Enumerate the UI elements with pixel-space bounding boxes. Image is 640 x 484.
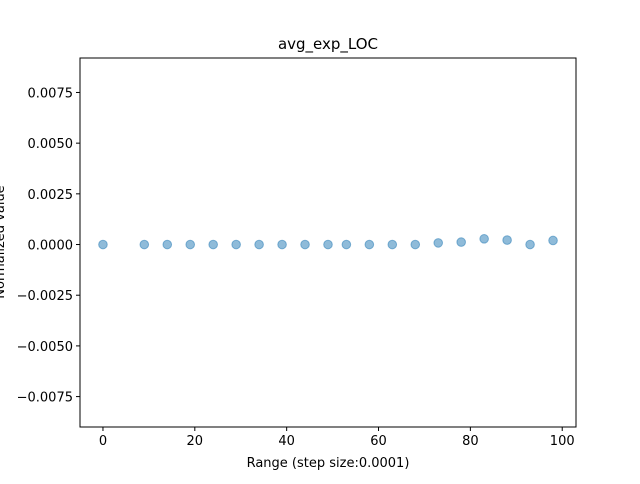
y-tick-label: 0.0000	[28, 239, 74, 254]
x-tick-label: 100	[550, 434, 575, 449]
scatter-point	[162, 239, 173, 250]
y-tick-label: −0.0075	[17, 391, 73, 406]
scatter-point	[456, 237, 466, 247]
scatter-point	[387, 239, 398, 250]
scatter-point	[300, 239, 310, 250]
scatter-point	[254, 239, 264, 250]
scatter-point	[410, 239, 421, 250]
axes-frame	[79, 57, 577, 428]
x-tick-label: 60	[370, 434, 387, 449]
scatter-point	[548, 235, 558, 246]
axis-ticks: 0 20 40 60 80 100 −0.0075 −0.0050 −0.0025 0.0000 0…	[17, 86, 575, 449]
y-tick-label: 0.0075	[28, 86, 74, 101]
y-tick-label: −0.0050	[17, 340, 73, 355]
scatter-point	[341, 239, 352, 250]
y-tick-label: −0.0025	[17, 289, 73, 304]
y-tick-label: 0.0025	[28, 188, 74, 203]
x-tick-label: 0	[99, 434, 107, 449]
scatter-point	[364, 239, 375, 250]
scatter-point	[231, 239, 241, 250]
y-axis-label: Normalized value	[0, 185, 8, 298]
scatter-point	[525, 239, 535, 250]
plot-area	[98, 234, 558, 250]
scatter-point	[185, 239, 196, 250]
scatter-point	[208, 239, 218, 250]
scatter-point	[277, 239, 287, 250]
scatter-point	[433, 238, 444, 248]
scatter-point	[502, 235, 512, 245]
x-tick-label: 80	[462, 434, 479, 449]
x-tick-label: 40	[278, 434, 295, 449]
scatter-point	[139, 239, 150, 250]
x-tick-label: 20	[187, 434, 204, 449]
scatter-point	[479, 234, 489, 244]
x-axis-label: Range (step size:0.0001)	[247, 456, 410, 471]
y-tick-label: 0.0050	[28, 137, 74, 152]
chart-title: avg_exp_LOC	[278, 35, 378, 54]
scatter-point	[98, 239, 108, 250]
scatter-point	[323, 239, 333, 250]
